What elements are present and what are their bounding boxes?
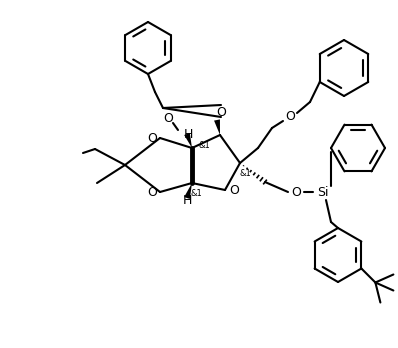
- Text: O: O: [285, 111, 295, 124]
- Text: O: O: [147, 185, 157, 198]
- Text: O: O: [229, 183, 239, 197]
- Polygon shape: [184, 183, 192, 199]
- Text: &1: &1: [198, 142, 210, 150]
- Text: O: O: [291, 185, 301, 198]
- Text: H: H: [183, 127, 193, 141]
- Text: H: H: [182, 193, 192, 206]
- Text: O: O: [163, 111, 173, 125]
- Text: &1: &1: [239, 168, 251, 177]
- Text: Si: Si: [317, 185, 329, 198]
- Text: O: O: [216, 105, 226, 119]
- Text: O: O: [147, 132, 157, 144]
- Polygon shape: [184, 133, 192, 148]
- Polygon shape: [214, 119, 220, 135]
- Text: &1: &1: [190, 189, 202, 198]
